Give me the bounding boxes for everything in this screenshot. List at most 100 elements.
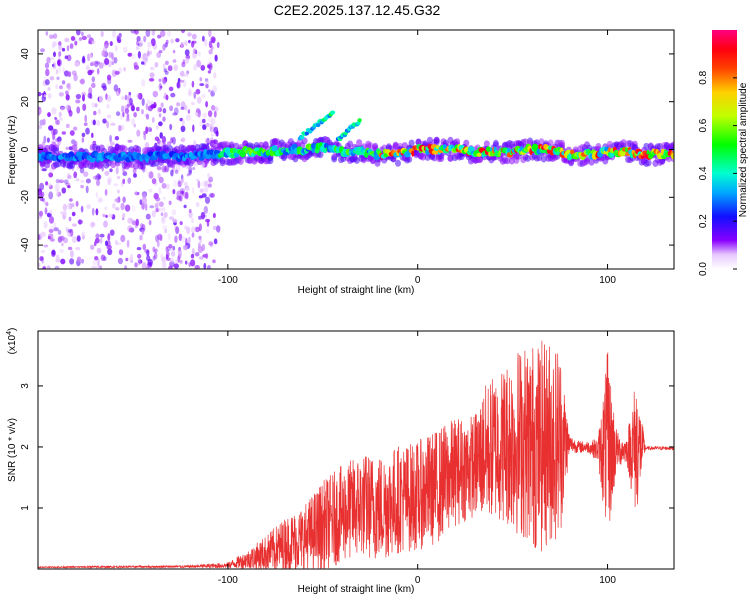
- spectrogram-noise-mark: [191, 232, 195, 238]
- spectrogram-halo-mark: [356, 139, 363, 147]
- spectrogram-noise-mark: [61, 80, 66, 85]
- spectrogram-halo-mark: [53, 147, 60, 155]
- spectrogram-noise-mark: [202, 35, 205, 42]
- spectrogram-noise-mark: [127, 139, 133, 143]
- spectrogram-noise-mark: [184, 260, 188, 265]
- spectrogram-noise-mark: [186, 173, 190, 177]
- spectrogram-noise-mark: [99, 237, 103, 244]
- spectrogram-noise-mark: [81, 137, 85, 143]
- spectrogram-noise-mark: [167, 233, 171, 241]
- spectrogram-noise-mark: [212, 212, 216, 219]
- spectrogram-noise-mark: [58, 51, 62, 57]
- spectrogram-halo-mark: [44, 144, 51, 152]
- spectrogram-noise-mark: [134, 262, 138, 268]
- spectrogram-noise-mark: [116, 242, 121, 246]
- spectrogram-noise-mark: [88, 87, 93, 95]
- spectrogram-noise-mark: [187, 87, 192, 94]
- spectrogram-halo-mark: [483, 140, 490, 148]
- spectrogram-noise-mark: [141, 109, 144, 115]
- spectrogram-noise-mark: [138, 92, 143, 100]
- spectrogram-noise-mark: [96, 119, 100, 127]
- spectrogram-noise-mark: [69, 130, 75, 136]
- spectrogram-noise-mark: [66, 45, 70, 52]
- spectrogram-noise-mark: [99, 233, 105, 238]
- spectrogram-noise-mark: [67, 175, 72, 179]
- spectrogram-noise-mark: [71, 203, 75, 208]
- spectrogram-noise-mark: [83, 171, 89, 177]
- spectrogram-noise-mark: [107, 240, 111, 247]
- spectrogram-halo-mark: [92, 143, 98, 151]
- spectrogram-noise-mark: [141, 79, 146, 87]
- spectrogram-ridge-mark: [476, 152, 482, 157]
- spectrogram-noise-mark: [174, 169, 179, 174]
- spectrogram-ticks: -100 0 100 -40 -20 0 20 40: [20, 30, 674, 286]
- spectrogram-noise-mark: [162, 206, 166, 212]
- spectrogram-noise-mark: [175, 226, 180, 234]
- spectrogram-halo-mark: [438, 155, 445, 162]
- spectrogram-noise-mark: [171, 250, 176, 257]
- spectrogram-noise-mark: [115, 240, 118, 245]
- spectrogram-halo-mark: [620, 139, 627, 147]
- spectrogram-noise-mark: [157, 233, 163, 241]
- spectrogram-halo-mark: [367, 142, 374, 150]
- spectrogram-noise-mark: [197, 180, 201, 189]
- spectrogram-noise-mark: [127, 52, 133, 57]
- spectrogram-noise-mark: [145, 103, 149, 111]
- spectrogram-noise-mark: [123, 46, 128, 54]
- spectrogram-noise-mark: [149, 205, 155, 209]
- spectrogram-noise-mark: [162, 261, 167, 269]
- spectrogram-noise-mark: [183, 204, 187, 209]
- spectrogram-noise-mark: [145, 203, 148, 211]
- spectrogram-branch-mark: [357, 118, 362, 123]
- spectrogram-noise-mark: [69, 198, 73, 202]
- spectrogram-noise-mark: [159, 201, 164, 207]
- spectrogram-noise-mark: [188, 169, 192, 176]
- spectrogram-noise-mark: [46, 137, 50, 143]
- snr-y-tick-label: 2: [20, 444, 31, 450]
- snr-x-tick-label: -100: [218, 575, 238, 586]
- spectrogram-noise-mark: [116, 111, 121, 117]
- spectrogram-noise-mark: [53, 222, 57, 230]
- spectrogram-noise-mark: [196, 108, 201, 114]
- spectrogram-noise-mark: [40, 250, 46, 253]
- spectrogram-noise-mark: [63, 210, 67, 216]
- spectrogram-noise-mark: [96, 61, 101, 65]
- spectrogram-noise-mark: [185, 58, 189, 64]
- spectrogram-noise-mark: [205, 253, 209, 259]
- spectrogram-noise-mark: [143, 35, 147, 43]
- spectrogram-noise-mark: [187, 236, 191, 244]
- spectrogram-noise-mark: [92, 175, 97, 180]
- spectrogram-noise-mark: [122, 213, 126, 218]
- spectrogram-noise-mark: [74, 40, 78, 46]
- spectrogram-noise-mark: [105, 240, 109, 247]
- spectrogram-noise-mark: [177, 254, 181, 263]
- snr-panel: -100 0 100 1 2 3 Height of straight line (km)…: [6, 328, 675, 595]
- spectrogram-noise-mark: [109, 168, 113, 173]
- spectrogram-noise-mark: [92, 259, 97, 266]
- spectrogram-noise-mark: [43, 200, 49, 205]
- spectrogram-noise-mark: [182, 59, 186, 65]
- spectrogram-noise-mark: [94, 175, 98, 181]
- spectrogram-noise-mark: [207, 64, 211, 69]
- spectrogram-ridge-mark: [271, 145, 278, 152]
- spectrogram-noise-mark: [183, 73, 189, 77]
- spectrogram-noise-mark: [113, 84, 119, 92]
- spectrogram-noise-mark: [61, 242, 64, 247]
- spectrogram-branch-mark: [316, 123, 321, 128]
- spectrogram-noise-mark: [53, 33, 58, 39]
- spectrogram-noise-mark: [80, 184, 84, 189]
- spectrogram-noise-mark: [164, 42, 168, 48]
- spectrogram-noise-mark: [200, 211, 206, 220]
- spectrogram-noise-mark: [67, 232, 71, 237]
- spectrogram-noise-mark: [166, 30, 172, 37]
- spectrogram-noise-mark: [107, 178, 111, 186]
- spectrogram-noise-mark: [91, 40, 96, 45]
- spectrogram-halo-mark: [133, 162, 139, 170]
- spectrogram-noise-mark: [43, 94, 47, 98]
- spectrogram-noise-mark: [65, 90, 69, 96]
- spectrogram-noise-mark: [128, 227, 133, 233]
- spectrogram-noise-mark: [205, 83, 209, 89]
- colorbar-ticks: 0.0 0.2 0.4 0.6 0.8: [698, 70, 737, 276]
- spectrogram-noise-mark: [117, 257, 123, 265]
